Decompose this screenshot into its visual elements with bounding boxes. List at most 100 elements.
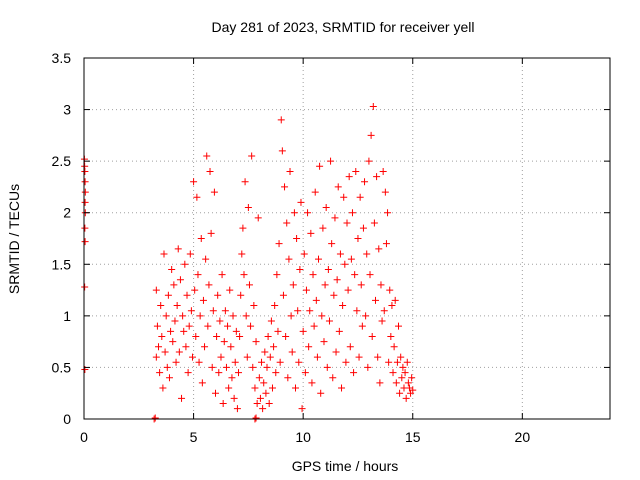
data-point bbox=[206, 167, 214, 175]
data-point bbox=[230, 394, 238, 402]
data-point bbox=[306, 307, 314, 315]
data-point bbox=[179, 312, 187, 320]
y-tick-labels: 0 0.5 1 1.5 2 2.5 3 3.5 bbox=[52, 50, 72, 427]
data-point bbox=[168, 265, 176, 273]
data-point bbox=[191, 286, 199, 294]
data-point bbox=[239, 224, 247, 232]
data-point bbox=[159, 384, 167, 392]
data-point bbox=[213, 332, 221, 340]
data-point bbox=[160, 250, 168, 258]
data-point bbox=[289, 281, 297, 289]
data-point bbox=[169, 338, 177, 346]
x-tick-labels: 0 5 10 15 20 bbox=[80, 429, 530, 445]
data-point bbox=[299, 327, 307, 335]
data-point bbox=[387, 332, 395, 340]
data-point bbox=[346, 343, 354, 351]
data-point bbox=[350, 369, 358, 377]
y-tick-label: 0 bbox=[63, 411, 71, 427]
data-point bbox=[317, 389, 325, 397]
data-point bbox=[340, 193, 348, 201]
data-point bbox=[392, 379, 400, 387]
data-point bbox=[286, 167, 294, 175]
data-point bbox=[395, 322, 403, 330]
data-point bbox=[271, 302, 279, 310]
data-point bbox=[329, 374, 337, 382]
data-point bbox=[244, 204, 252, 212]
data-point bbox=[233, 405, 241, 413]
data-point bbox=[172, 358, 180, 366]
plot-frame bbox=[83, 57, 611, 420]
data-points bbox=[80, 102, 417, 423]
data-point bbox=[328, 240, 336, 248]
data-point bbox=[307, 229, 315, 237]
data-point bbox=[371, 296, 379, 304]
data-point bbox=[81, 167, 89, 175]
data-point bbox=[338, 384, 346, 392]
data-point bbox=[348, 209, 356, 217]
data-point bbox=[185, 322, 193, 330]
data-point bbox=[345, 173, 353, 181]
data-point bbox=[298, 405, 306, 413]
data-point bbox=[272, 369, 280, 377]
data-point bbox=[316, 162, 324, 170]
data-point bbox=[241, 178, 249, 186]
data-point bbox=[253, 400, 261, 408]
data-point bbox=[378, 317, 386, 325]
data-point bbox=[397, 353, 405, 361]
data-point bbox=[330, 291, 338, 299]
data-point bbox=[311, 188, 319, 196]
data-point bbox=[381, 188, 389, 196]
data-point bbox=[208, 363, 216, 371]
data-point bbox=[249, 363, 257, 371]
data-point bbox=[250, 302, 258, 310]
data-point bbox=[401, 369, 409, 377]
data-point bbox=[373, 173, 381, 181]
data-point bbox=[245, 281, 253, 289]
data-point bbox=[390, 343, 398, 351]
x-tick-label: 20 bbox=[515, 429, 531, 445]
data-point bbox=[364, 363, 372, 371]
data-point bbox=[279, 291, 287, 299]
data-point bbox=[404, 379, 412, 387]
data-point bbox=[339, 302, 347, 310]
data-point bbox=[320, 338, 328, 346]
data-point bbox=[221, 307, 229, 315]
data-point bbox=[301, 369, 309, 377]
data-point bbox=[195, 358, 203, 366]
data-point bbox=[313, 353, 321, 361]
data-point bbox=[343, 219, 351, 227]
data-point bbox=[336, 250, 344, 258]
data-point bbox=[352, 167, 360, 175]
data-point bbox=[81, 178, 89, 186]
data-point bbox=[225, 384, 233, 392]
data-point bbox=[325, 317, 333, 325]
data-point bbox=[157, 302, 165, 310]
data-point bbox=[276, 358, 284, 366]
data-point bbox=[227, 343, 235, 351]
data-point bbox=[389, 369, 397, 377]
data-point bbox=[153, 322, 161, 330]
data-point bbox=[205, 281, 213, 289]
data-point bbox=[216, 317, 224, 325]
data-point bbox=[333, 276, 341, 284]
data-point bbox=[176, 276, 184, 284]
data-point bbox=[81, 224, 89, 232]
data-point bbox=[282, 332, 290, 340]
x-tick-label: 0 bbox=[80, 429, 88, 445]
data-point bbox=[284, 374, 292, 382]
data-point bbox=[164, 291, 172, 299]
grid-lines bbox=[84, 58, 610, 419]
data-point bbox=[192, 332, 200, 340]
y-tick-label: 1.5 bbox=[52, 256, 72, 272]
data-point bbox=[308, 379, 316, 387]
data-point bbox=[180, 327, 188, 335]
data-point bbox=[370, 219, 378, 227]
data-point bbox=[236, 332, 244, 340]
data-point bbox=[152, 286, 160, 294]
data-point bbox=[341, 260, 349, 268]
data-point bbox=[273, 271, 281, 279]
data-point bbox=[243, 353, 251, 361]
data-point bbox=[231, 358, 239, 366]
data-point bbox=[255, 374, 263, 382]
